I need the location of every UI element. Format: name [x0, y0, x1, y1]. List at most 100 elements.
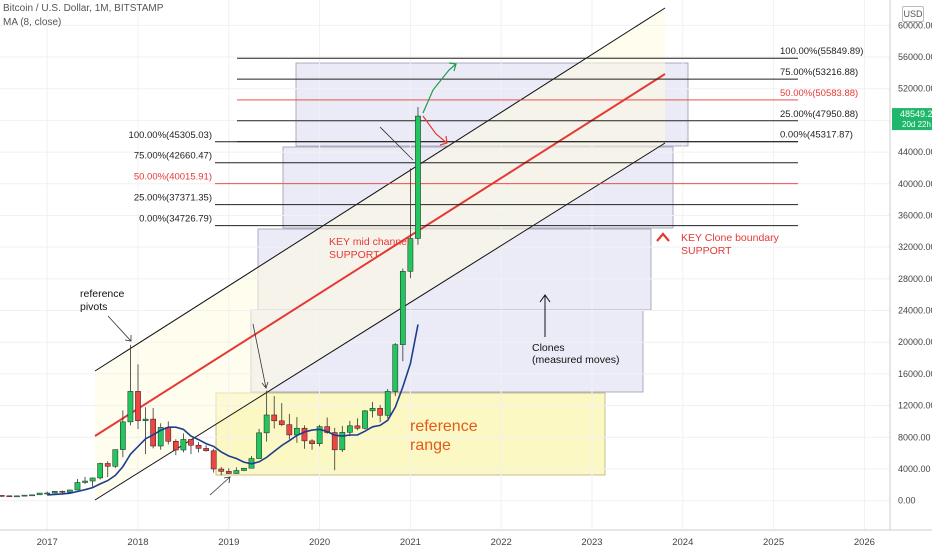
- price-axis-tick-label: 44000.00: [898, 147, 932, 157]
- fib-label: 0.00%(34726.79): [139, 214, 212, 225]
- candle-body: [347, 425, 353, 433]
- time-axis-tick-label: 2026: [854, 537, 875, 548]
- price-axis-tick-label: 56000.00: [898, 52, 932, 62]
- candle-body: [362, 410, 368, 429]
- candle-body: [263, 414, 270, 434]
- currency-button[interactable]: USD: [902, 6, 924, 22]
- fib-label: 50.00%(40015.91): [134, 172, 212, 183]
- candle-body: [127, 391, 134, 423]
- candle-body: [233, 470, 240, 474]
- price-axis-tick-label: 4000.00: [898, 464, 931, 474]
- fib-label: 25.00%(37371.35): [134, 193, 212, 204]
- candle-body: [82, 480, 88, 483]
- current-price-label: 48549.29: [900, 109, 932, 119]
- price-axis-tick-label: 20000.00: [898, 337, 932, 347]
- chart-legend: Bitcoin / U.S. Dollar, 1M, BITSTAMP MA (…: [3, 2, 163, 30]
- candle-body: [331, 432, 338, 451]
- pivot-arrow-2-head: [261, 381, 269, 389]
- fib-label: 100.00%(55849.89): [780, 46, 863, 57]
- time-axis-tick-label: 2020: [309, 537, 330, 548]
- candle-body: [301, 427, 308, 442]
- candle-body: [399, 271, 406, 345]
- candle-body: [6, 495, 13, 498]
- price-axis-tick-label: 12000.00: [898, 401, 932, 411]
- fib-label: 75.00%(53216.88): [780, 67, 858, 78]
- fib-label: 25.00%(47950.88): [780, 109, 858, 120]
- fib-label: 75.00%(42660.47): [134, 151, 212, 162]
- candle-body: [278, 420, 285, 425]
- candle-body: [203, 448, 209, 452]
- price-axis-tick-label: 16000.00: [898, 369, 932, 379]
- annotation-mid-channel-line1: KEY mid channel: [329, 236, 409, 248]
- candle-body: [218, 468, 225, 472]
- price-axis-tick-label: 24000.00: [898, 306, 932, 316]
- candle-body: [309, 440, 315, 444]
- candle-body: [89, 477, 96, 482]
- channel-upper-line: [94, 7, 666, 372]
- candle-body: [256, 432, 262, 459]
- candle-body: [157, 427, 164, 447]
- candle-body: [407, 238, 414, 272]
- candle-body: [97, 463, 104, 479]
- candle-body: [415, 115, 421, 239]
- candle-body: [172, 441, 179, 451]
- projection-down-arrow-head: [439, 135, 448, 146]
- ma-line: [47, 324, 419, 496]
- candle-body: [150, 418, 156, 447]
- time-axis-tick-label: 2022: [491, 537, 512, 548]
- fib-label: 0.00%(45317.87): [780, 130, 853, 141]
- annotation-reference-pivots-line1: reference: [80, 288, 125, 300]
- price-axis-tick-label: 0.00: [898, 496, 916, 506]
- pivot-arrow-1: [107, 315, 132, 342]
- annotation-reference-range-line2: range: [410, 437, 451, 454]
- candle-body: [67, 489, 73, 493]
- symbol-title: Bitcoin / U.S. Dollar, 1M, BITSTAMP: [3, 3, 164, 14]
- candle-body: [271, 414, 278, 422]
- candle-body: [51, 491, 58, 494]
- pivot-arrow-3: [209, 476, 231, 496]
- candle-body: [165, 427, 172, 442]
- price-axis-tick-label: 32000.00: [898, 242, 932, 252]
- candle-body: [14, 495, 20, 498]
- bar-countdown-label: 20d 22h: [902, 120, 931, 129]
- projection-up-arrow: [422, 63, 457, 114]
- candle-body: [44, 492, 51, 495]
- clones-arrow-head: [539, 294, 551, 303]
- time-axis-tick-label: 2019: [218, 537, 239, 548]
- time-axis-tick-label: 2021: [400, 537, 421, 548]
- candle-body: [392, 344, 399, 392]
- candle-body: [316, 426, 323, 444]
- candle-body: [0, 495, 5, 497]
- pivot-arrow-1-head: [124, 335, 132, 342]
- annotation-mid-channel-line2: SUPPORT: [329, 249, 380, 261]
- annotation-reference-range-line1: reference: [410, 418, 478, 435]
- candle-body: [377, 408, 383, 416]
- time-axis-tick-label: 2024: [672, 537, 693, 548]
- candle-body: [36, 492, 43, 496]
- candle-body: [384, 391, 391, 416]
- time-axis-tick-label: 2025: [763, 537, 784, 548]
- annotation-clones-line2: (measured moves): [532, 354, 620, 366]
- ma-indicator-label: MA (8, close): [3, 17, 62, 28]
- candle-body: [210, 450, 217, 470]
- candle-body: [29, 494, 35, 497]
- annotation-clone-boundary-line1: KEY Clone boundary: [681, 232, 780, 244]
- candle-body: [21, 494, 28, 497]
- candle-body: [324, 426, 331, 433]
- candle-body: [286, 424, 293, 436]
- price-axis-tick-label: 60000.00: [898, 20, 932, 30]
- candle-body: [180, 439, 187, 451]
- candle-body: [354, 425, 361, 429]
- time-axis-tick-label: 2018: [127, 537, 148, 548]
- candle-body: [135, 391, 141, 421]
- clone-boundary-caret: [656, 232, 670, 242]
- fib-label: 50.00%(50583.88): [780, 88, 858, 99]
- candle-body: [195, 444, 202, 449]
- price-axis-tick-label: 8000.00: [898, 432, 931, 442]
- candle-body: [339, 432, 346, 451]
- candle-body: [369, 408, 376, 412]
- candle-body: [188, 439, 194, 446]
- candle-body: [112, 449, 119, 467]
